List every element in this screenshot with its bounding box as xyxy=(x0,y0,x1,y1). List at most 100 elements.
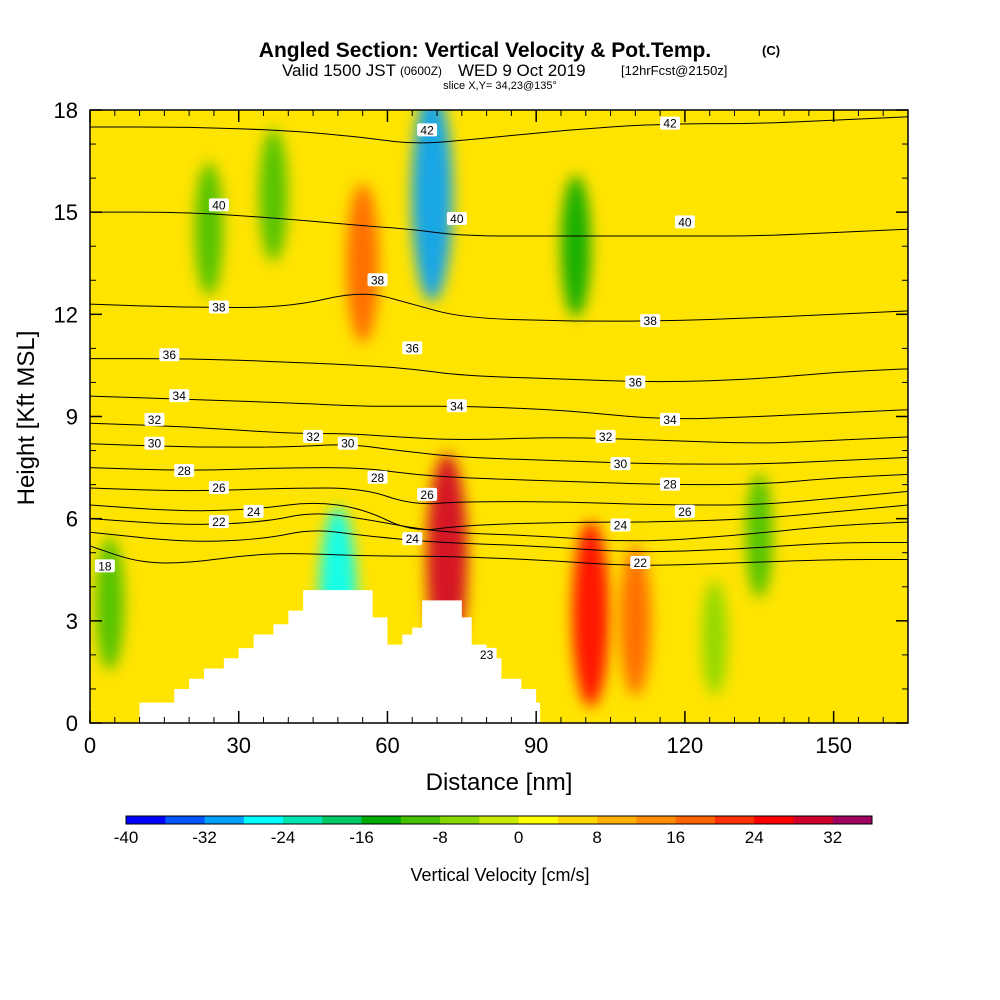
colorbar-tick-label: -8 xyxy=(433,828,448,847)
contour-label-text: 28 xyxy=(178,464,192,478)
theta-contour-40 xyxy=(90,211,908,237)
contour-label-30: 22 xyxy=(630,555,651,570)
theta-contour-24 xyxy=(90,502,908,531)
contour-label-text: 18 xyxy=(98,559,112,573)
subtitle-zulu: (0600Z) xyxy=(400,64,442,78)
title-block: Angled Section: Vertical Velocity & Pot.… xyxy=(259,39,780,92)
contour-label-text: 28 xyxy=(663,478,677,492)
contour-label-text: 34 xyxy=(173,389,187,403)
contour-label-17: 30 xyxy=(144,436,165,451)
contour-label-text: 34 xyxy=(663,413,677,427)
contour-label-text: 22 xyxy=(634,556,648,570)
theta-contour-18 xyxy=(90,545,908,566)
vv-feature-10 xyxy=(194,162,224,296)
contour-label-text: 22 xyxy=(212,515,226,529)
y-tick-label: 0 xyxy=(66,711,78,736)
contour-label-19: 30 xyxy=(610,457,631,471)
x-axis-label: Distance [nm] xyxy=(426,769,573,796)
colorbar-swatch xyxy=(400,816,441,824)
y-tick-label: 12 xyxy=(54,302,78,327)
colorbar-tick-label: -16 xyxy=(349,828,374,847)
contour-label-21: 28 xyxy=(367,470,388,485)
colorbar-swatch xyxy=(479,816,520,824)
x-tick-label: 150 xyxy=(815,733,852,758)
x-tick-label: 90 xyxy=(524,733,548,758)
chart-title: Angled Section: Vertical Velocity & Pot.… xyxy=(259,39,711,62)
contour-label-text: 24 xyxy=(406,532,420,546)
y-tick-label: 3 xyxy=(66,609,78,634)
colorbar-tick-label: 32 xyxy=(823,828,842,847)
colorbar-swatch xyxy=(126,816,166,824)
contour-label-text: 38 xyxy=(644,314,658,328)
theta-contour-34 xyxy=(90,395,908,420)
contour-label-18: 30 xyxy=(337,436,358,451)
contour-label-13: 34 xyxy=(660,412,681,427)
colorbar-swatch xyxy=(322,816,363,824)
contour-label-4: 40 xyxy=(674,215,695,229)
slice-info: slice X,Y= 34,23@135° xyxy=(443,80,557,92)
subtitle-prefix: Valid 1500 JST xyxy=(282,61,396,80)
colorbar-swatch xyxy=(636,816,677,824)
vv-feature-8 xyxy=(701,580,728,696)
subtitle-date: WED 9 Oct 2019 xyxy=(458,61,586,80)
vv-feature-6 xyxy=(572,521,610,707)
y-tick-label: 9 xyxy=(66,405,78,430)
contour-label-text: 28 xyxy=(371,471,385,485)
colorbar: -40 -32 -24 -16 -8 0 8 16 24 32 xyxy=(114,815,873,847)
contour-label-text: 40 xyxy=(212,198,226,212)
contour-label-text: 30 xyxy=(341,437,355,451)
colorbar-swatch xyxy=(714,816,755,824)
contour-label-10: 36 xyxy=(625,375,646,389)
colorbar-swatch xyxy=(518,816,559,824)
colorbar-tick-label: -24 xyxy=(271,828,296,847)
colorbar-tick-label: 16 xyxy=(666,828,685,847)
contour-label-12: 34 xyxy=(446,399,467,413)
vv-feature-0 xyxy=(95,537,125,671)
contour-label-7: 38 xyxy=(640,314,661,328)
contour-label-text: 34 xyxy=(450,399,464,413)
colorbar-swatch xyxy=(675,816,716,824)
contour-label-text: 38 xyxy=(371,273,385,287)
x-tick-label: 60 xyxy=(375,733,399,758)
contour-label-2: 40 xyxy=(208,198,229,212)
contour-label-27: 24 xyxy=(402,532,423,546)
theta-contour-20 xyxy=(90,530,908,553)
x-tick-label: 0 xyxy=(84,733,96,758)
contour-label-29: 22 xyxy=(208,515,229,529)
contour-label-32: 18 xyxy=(94,559,115,573)
colorbar-swatch xyxy=(832,816,873,824)
vv-feature-9 xyxy=(745,473,773,598)
contour-label-16: 32 xyxy=(595,429,616,444)
contour-label-text: 26 xyxy=(678,505,692,519)
contour-label-text: 42 xyxy=(420,123,434,137)
contour-label-text: 40 xyxy=(678,215,692,229)
contour-label-28: 24 xyxy=(610,518,631,532)
contour-label-23: 26 xyxy=(208,481,229,495)
contour-label-text: 26 xyxy=(420,488,434,502)
colorbar-swatch xyxy=(283,816,323,824)
colorbar-swatch xyxy=(754,816,794,824)
contour-label-5: 38 xyxy=(208,300,229,315)
colorbar-swatch xyxy=(793,816,834,824)
y-tick-label: 18 xyxy=(54,98,78,123)
contour-label-0: 42 xyxy=(417,123,438,137)
contour-label-8: 36 xyxy=(159,348,180,362)
colorbar-swatch xyxy=(243,816,284,824)
vv-feature-3 xyxy=(346,183,379,343)
colorbar-tick-label: -32 xyxy=(192,828,217,847)
colorbar-tick-label: 0 xyxy=(514,828,523,847)
contour-label-text: 32 xyxy=(306,430,320,444)
contour-label-15: 32 xyxy=(303,429,324,444)
theta-contour-36 xyxy=(90,358,908,383)
contour-label-text: 36 xyxy=(629,375,643,389)
theta-contour-28 xyxy=(90,467,908,486)
contour-label-text: 42 xyxy=(663,117,677,131)
vv-feature-4 xyxy=(411,110,453,302)
contour-label-text: 40 xyxy=(450,212,464,226)
vertical-velocity-field xyxy=(95,110,773,707)
theta-contours xyxy=(90,116,908,566)
colorbar-swatch xyxy=(204,816,245,824)
contour-label-text: 32 xyxy=(599,430,613,444)
